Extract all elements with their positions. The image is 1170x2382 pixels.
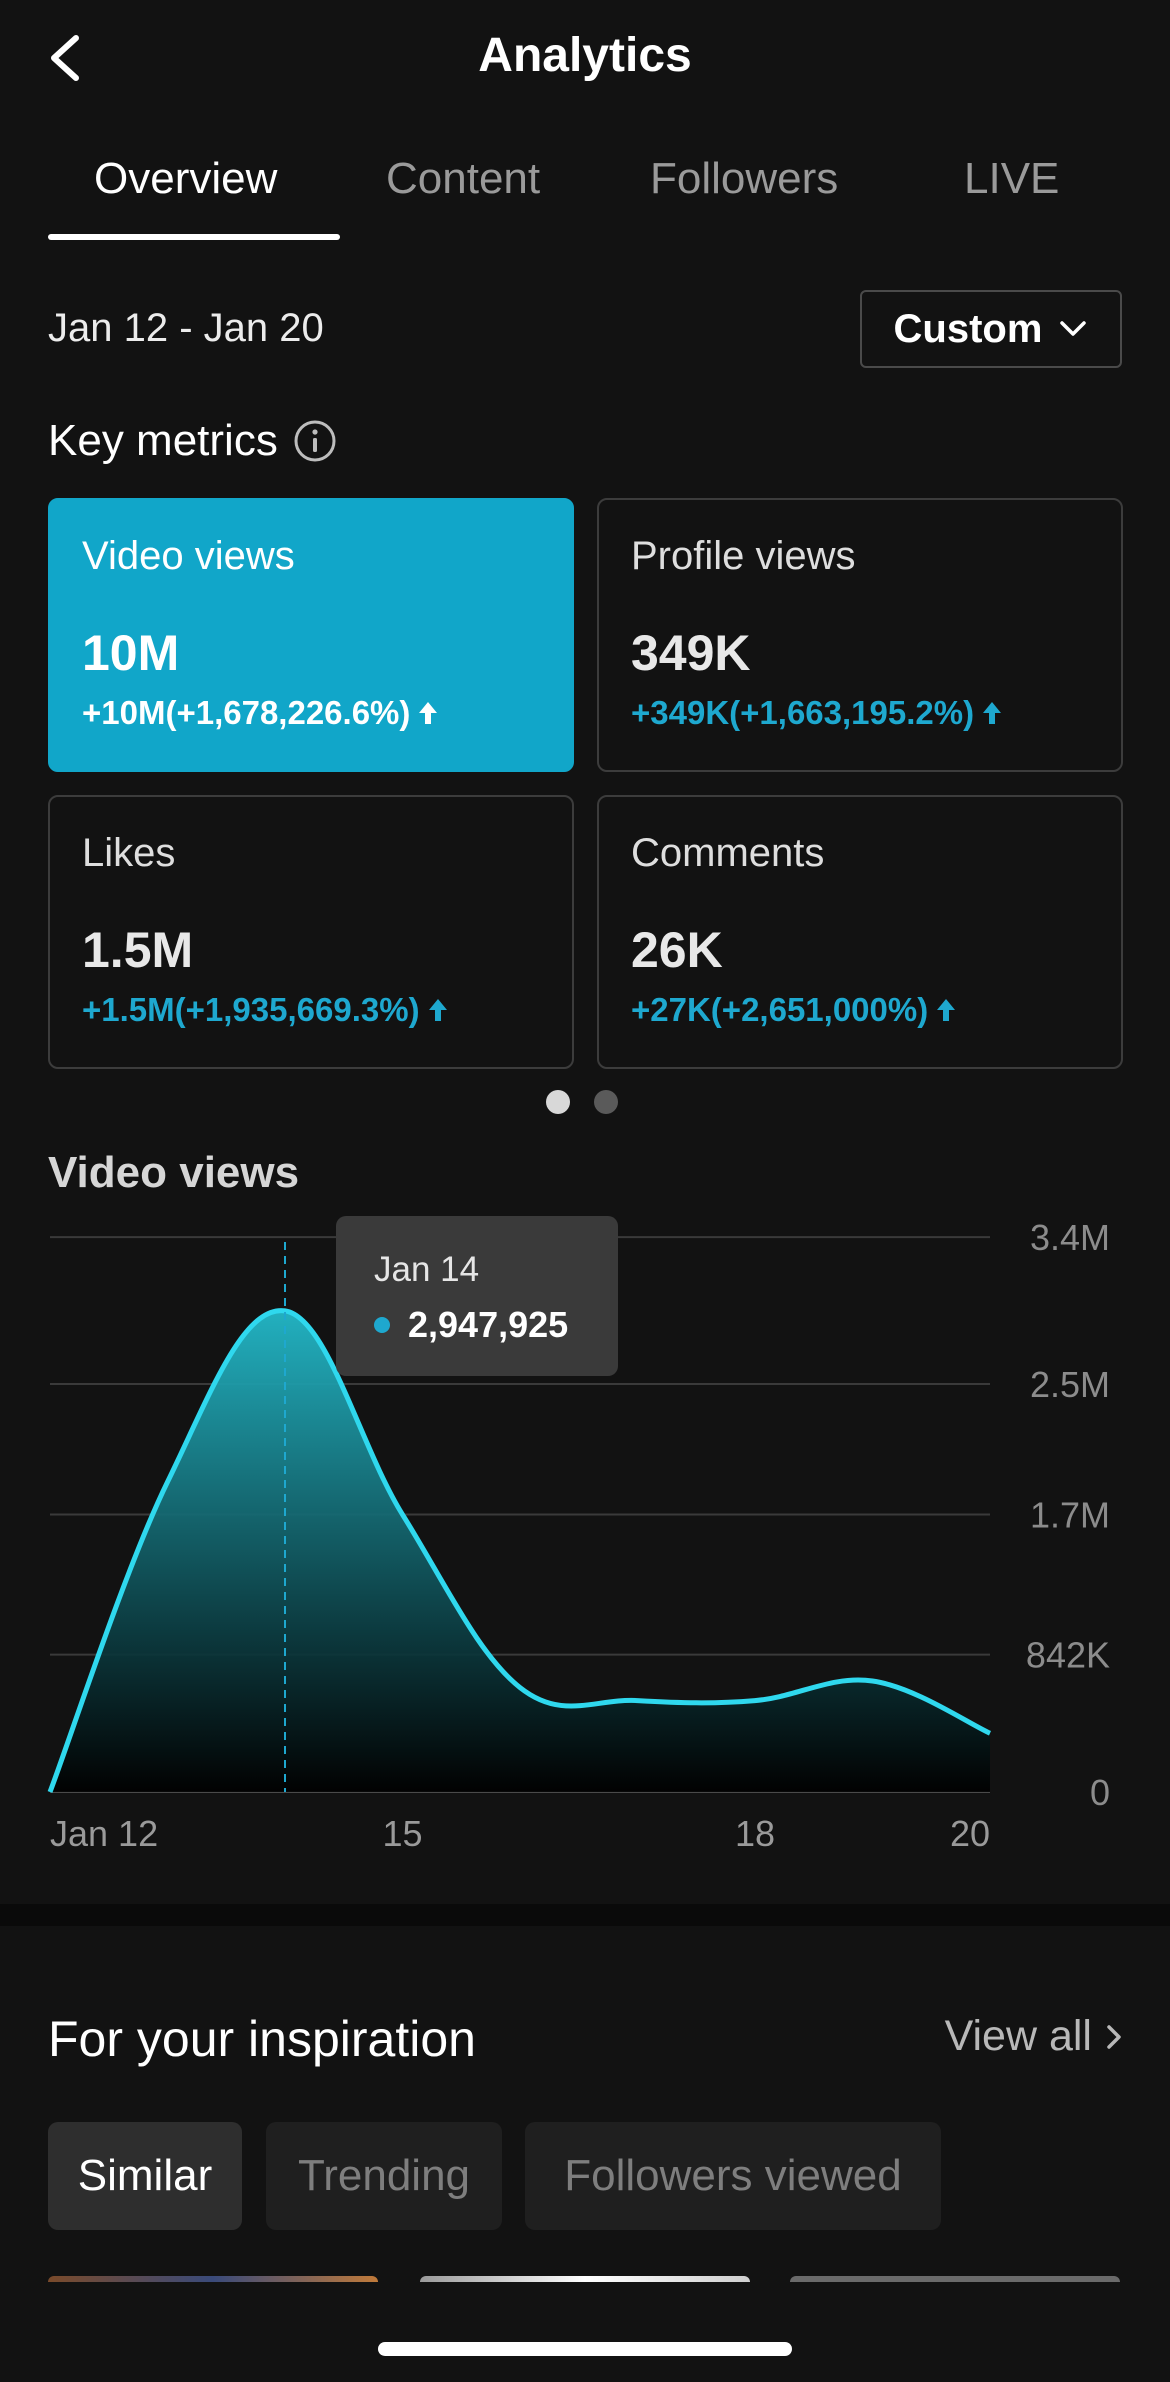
metric-label: Profile views [631, 534, 856, 578]
metric-change-text: +27K(+2,651,000%) [631, 991, 929, 1028]
x-tick-label: 15 [382, 1813, 422, 1854]
active-tab-indicator [48, 234, 340, 240]
inspiration-title: For your inspiration [48, 2011, 476, 2067]
tab-followers[interactable]: Followers [650, 154, 839, 203]
arrow-up-icon [428, 999, 447, 1021]
y-tick-label: 1.7M [1030, 1495, 1110, 1536]
chip-similar[interactable]: Similar [48, 2122, 242, 2230]
date-range-selector-label: Custom [893, 306, 1043, 351]
home-indicator[interactable] [378, 2342, 792, 2356]
arrow-up-icon [983, 702, 1002, 724]
arrow-up-icon [419, 702, 438, 724]
metric-value: 349K [631, 625, 751, 681]
metric-change: +1.5M(+1,935,669.3%) [82, 991, 448, 1029]
video-thumbnail[interactable] [790, 2276, 1120, 2282]
tab-live[interactable]: LIVE [964, 154, 1060, 203]
tab-content[interactable]: Content [386, 154, 541, 203]
x-tick-label: 20 [950, 1813, 990, 1854]
metric-change: +349K(+1,663,195.2%) [631, 694, 1002, 732]
x-tick-label: Jan 12 [50, 1813, 158, 1854]
chart-title: Video views [48, 1148, 300, 1197]
chip-followers-viewed[interactable]: Followers viewed [525, 2122, 941, 2230]
metric-value: 1.5M [82, 922, 194, 978]
y-tick-label: 2.5M [1030, 1364, 1110, 1405]
metric-change: +27K(+2,651,000%) [631, 991, 956, 1029]
metric-card-video-views[interactable]: Video views 10M +10M(+1,678,226.6%) [48, 498, 574, 772]
chevron-left-icon [51, 35, 79, 81]
chart-area-fill [50, 1310, 990, 1792]
tab-bar: Overview Content Followers LIVE [48, 150, 1122, 242]
y-tick-label: 842K [1026, 1635, 1110, 1676]
metric-change-text: +349K(+1,663,195.2%) [631, 694, 975, 731]
y-tick-label: 0 [1090, 1772, 1110, 1813]
info-icon[interactable] [292, 418, 338, 464]
page-title: Analytics [478, 29, 692, 82]
arrow-up-icon [937, 999, 956, 1021]
pager-dot-2[interactable] [594, 1090, 618, 1114]
chevron-down-icon [1060, 321, 1087, 336]
metric-label: Video views [82, 534, 295, 578]
video-thumbnail[interactable] [48, 2276, 378, 2282]
chevron-right-icon [1107, 2024, 1121, 2049]
metric-card-likes[interactable]: Likes 1.5M +1.5M(+1,935,669.3%) [48, 795, 574, 1069]
view-all-label: View all [944, 2012, 1092, 2060]
tooltip-value: 2,947,925 [408, 1304, 569, 1345]
metric-change-text: +10M(+1,678,226.6%) [82, 694, 411, 731]
metric-label: Likes [82, 831, 176, 875]
metric-card-profile-views[interactable]: Profile views 349K +349K(+1,663,195.2%) [597, 498, 1123, 772]
tooltip-date: Jan 14 [374, 1250, 480, 1289]
tab-overview[interactable]: Overview [94, 154, 278, 203]
date-range: Jan 12 - Jan 20 [48, 306, 324, 350]
metrics-pager[interactable] [546, 1090, 618, 1114]
video-thumbnail[interactable] [420, 2276, 750, 2282]
pager-dot-1[interactable] [546, 1090, 570, 1114]
metric-card-comments[interactable]: Comments 26K +27K(+2,651,000%) [597, 795, 1123, 1069]
view-all-link[interactable]: View all [945, 2012, 1122, 2061]
header: Analytics [0, 0, 1170, 120]
chip-trending[interactable]: Trending [266, 2122, 502, 2230]
video-views-chart[interactable]: 0 842K 1.7M 2.5M 3.4M Jan 12 15 18 20 [0, 1200, 1170, 1860]
metric-value: 10M [82, 625, 180, 681]
key-metrics-heading: Key metrics [48, 416, 338, 466]
x-tick-label: 18 [735, 1813, 775, 1854]
chart-series-line [47, 1308, 992, 1793]
metric-label: Comments [631, 831, 825, 875]
series-dot-icon [374, 1317, 390, 1333]
date-range-selector[interactable]: Custom [860, 290, 1122, 368]
metric-change: +10M(+1,678,226.6%) [82, 694, 438, 732]
metric-value: 26K [631, 922, 723, 978]
section-divider [0, 1904, 1170, 1926]
key-metrics-title: Key metrics [48, 416, 278, 465]
y-tick-label: 3.4M [1030, 1217, 1110, 1258]
tooltip-value-row: 2,947,925 [374, 1304, 568, 1346]
metric-change-text: +1.5M(+1,935,669.3%) [82, 991, 420, 1028]
chart-tooltip: Jan 14 2,947,925 [336, 1216, 618, 1376]
back-button[interactable] [40, 28, 96, 88]
